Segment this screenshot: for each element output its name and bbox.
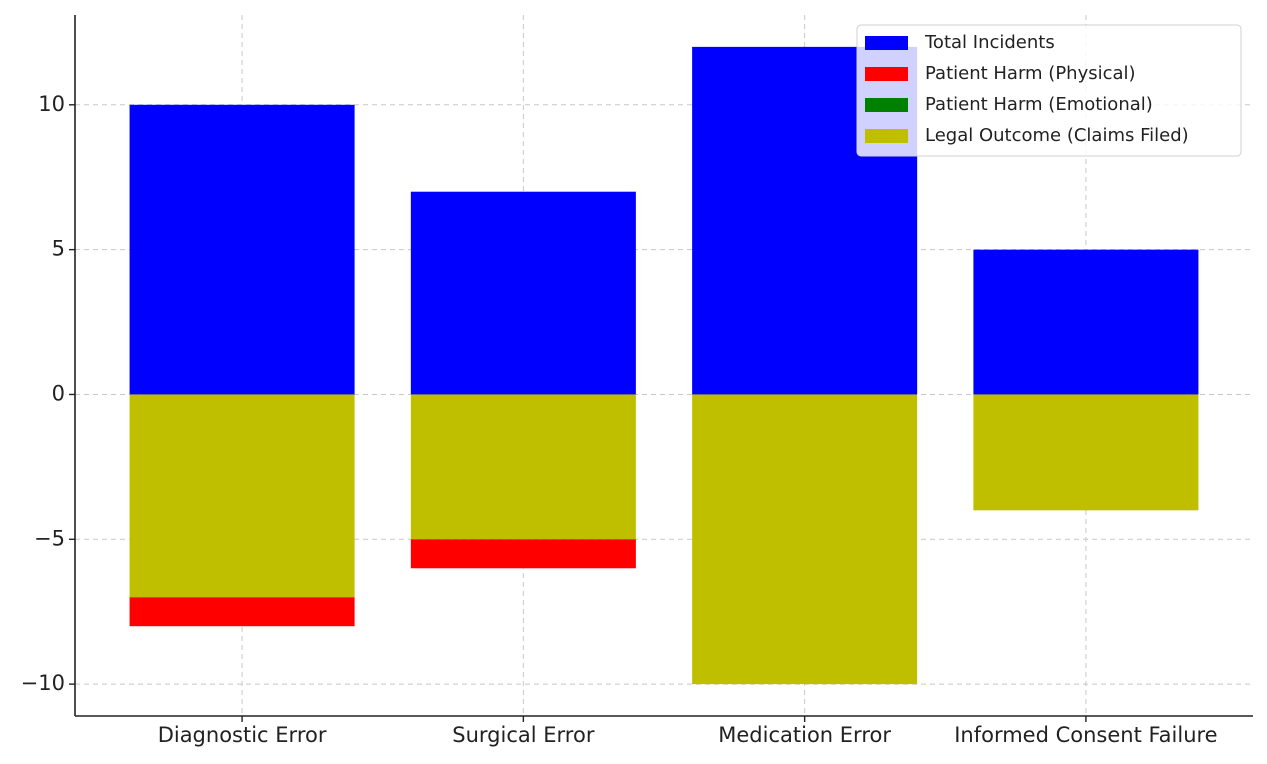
legend: Total Incidents Patient Harm (Physical) Pa… (856, 24, 1242, 157)
x-tick-label: Informed Consent Failure (954, 723, 1217, 747)
x-tick-label: Surgical Error (452, 723, 595, 747)
legend-label: Patient Harm (Physical) (925, 63, 1136, 84)
legend-label: Total Incidents (924, 32, 1055, 53)
x-tick-label: Diagnostic Error (158, 723, 327, 747)
y-tick-label: 5 (52, 237, 65, 261)
bar (129, 394, 355, 598)
y-tick-label: −5 (34, 526, 65, 550)
legend-swatch (865, 98, 908, 112)
bar (410, 539, 636, 569)
y-tick-label: 10 (38, 92, 65, 116)
y-tick-label: 0 (52, 381, 65, 405)
legend-label: Legal Outcome (Claims Filed) (925, 125, 1189, 146)
bar (410, 191, 636, 395)
bar (973, 394, 1199, 511)
legend-box (856, 24, 1242, 157)
bar (692, 394, 918, 685)
legend-swatch (865, 36, 908, 50)
legend-swatch (865, 129, 908, 143)
bar (410, 394, 636, 540)
x-tick-label: Medication Error (718, 723, 891, 747)
bar (129, 597, 355, 627)
y-tick-label: −10 (21, 671, 65, 695)
legend-swatch (865, 67, 908, 81)
bar (973, 249, 1199, 395)
legend-label: Patient Harm (Emotional) (925, 94, 1153, 115)
bar (129, 104, 355, 395)
